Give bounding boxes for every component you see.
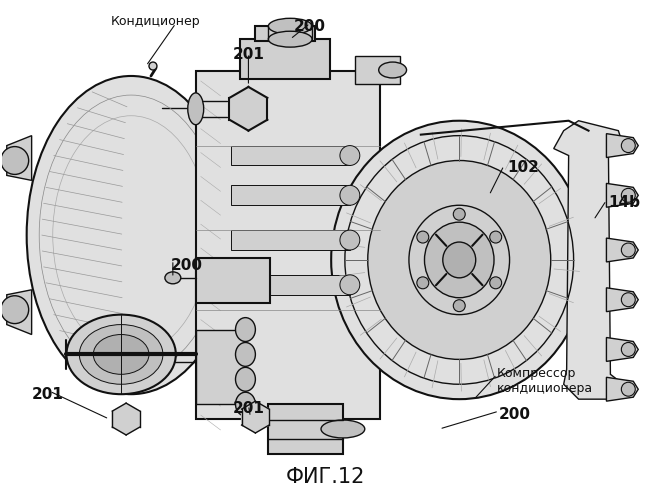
Polygon shape <box>606 378 638 401</box>
Polygon shape <box>606 338 638 361</box>
Bar <box>196 71 380 419</box>
Text: 102: 102 <box>507 160 539 176</box>
Polygon shape <box>229 87 267 130</box>
Polygon shape <box>112 403 140 435</box>
Circle shape <box>621 243 635 257</box>
Bar <box>268 404 343 454</box>
Circle shape <box>149 62 157 70</box>
Ellipse shape <box>94 334 149 374</box>
Circle shape <box>621 293 635 306</box>
Ellipse shape <box>66 314 176 394</box>
Ellipse shape <box>340 275 360 294</box>
Ellipse shape <box>188 93 203 124</box>
Polygon shape <box>554 120 623 399</box>
Circle shape <box>621 138 635 152</box>
Text: 201: 201 <box>233 47 265 62</box>
Ellipse shape <box>268 31 312 47</box>
Ellipse shape <box>331 120 588 399</box>
Polygon shape <box>6 290 32 335</box>
Circle shape <box>621 188 635 202</box>
Ellipse shape <box>409 205 510 314</box>
Circle shape <box>1 296 29 324</box>
Ellipse shape <box>235 368 255 391</box>
Polygon shape <box>606 288 638 312</box>
Polygon shape <box>606 238 638 262</box>
Ellipse shape <box>340 146 360 166</box>
Bar <box>231 146 350 166</box>
Text: 201: 201 <box>233 401 265 416</box>
Polygon shape <box>6 136 32 180</box>
Text: Компрессор
кондиционера: Компрессор кондиционера <box>497 368 593 396</box>
Polygon shape <box>242 401 269 433</box>
Text: Кондиционер: Кондиционер <box>111 16 201 28</box>
Ellipse shape <box>235 392 255 416</box>
Circle shape <box>621 342 635 356</box>
Bar <box>231 186 350 205</box>
Text: 200: 200 <box>171 258 203 273</box>
Bar <box>355 56 400 84</box>
Text: 200: 200 <box>294 20 326 34</box>
Circle shape <box>489 277 502 289</box>
Polygon shape <box>606 134 638 158</box>
Ellipse shape <box>340 186 360 205</box>
Text: 200: 200 <box>499 407 531 422</box>
Ellipse shape <box>379 62 406 78</box>
Ellipse shape <box>27 76 235 394</box>
Ellipse shape <box>268 18 312 34</box>
Circle shape <box>417 231 429 243</box>
Bar <box>255 26 315 41</box>
Text: ФИГ.12: ФИГ.12 <box>285 467 365 487</box>
Bar <box>231 275 350 295</box>
Circle shape <box>489 231 502 243</box>
Circle shape <box>453 208 465 220</box>
Text: 14b: 14b <box>608 196 640 210</box>
Circle shape <box>621 382 635 396</box>
Bar <box>196 258 270 302</box>
Ellipse shape <box>321 420 365 438</box>
Ellipse shape <box>235 342 255 366</box>
Circle shape <box>417 277 429 289</box>
Bar <box>196 330 246 404</box>
Ellipse shape <box>79 324 163 384</box>
Circle shape <box>1 146 29 174</box>
Ellipse shape <box>443 242 476 278</box>
Bar <box>231 230 350 250</box>
Ellipse shape <box>424 222 494 298</box>
Ellipse shape <box>340 230 360 250</box>
Ellipse shape <box>165 272 181 284</box>
Ellipse shape <box>368 160 551 360</box>
Polygon shape <box>606 184 638 207</box>
Bar <box>240 39 330 79</box>
Text: 201: 201 <box>32 387 64 402</box>
Ellipse shape <box>235 318 255 342</box>
Circle shape <box>453 300 465 312</box>
